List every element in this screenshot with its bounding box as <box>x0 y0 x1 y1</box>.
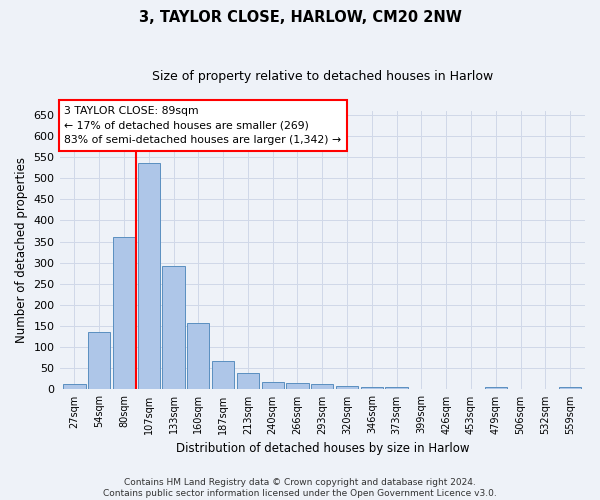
Bar <box>237 372 259 390</box>
Bar <box>88 332 110 390</box>
Bar <box>113 238 135 390</box>
Bar <box>212 360 234 390</box>
Y-axis label: Number of detached properties: Number of detached properties <box>15 157 28 343</box>
X-axis label: Distribution of detached houses by size in Harlow: Distribution of detached houses by size … <box>176 442 469 455</box>
Text: 3 TAYLOR CLOSE: 89sqm
← 17% of detached houses are smaller (269)
83% of semi-det: 3 TAYLOR CLOSE: 89sqm ← 17% of detached … <box>64 106 341 145</box>
Bar <box>559 388 581 390</box>
Bar <box>137 164 160 390</box>
Title: Size of property relative to detached houses in Harlow: Size of property relative to detached ho… <box>152 70 493 83</box>
Bar <box>187 322 209 390</box>
Bar <box>336 386 358 390</box>
Bar <box>485 388 507 390</box>
Bar <box>163 266 185 390</box>
Bar <box>385 388 408 390</box>
Bar <box>286 383 308 390</box>
Bar <box>63 384 86 390</box>
Text: Contains HM Land Registry data © Crown copyright and database right 2024.
Contai: Contains HM Land Registry data © Crown c… <box>103 478 497 498</box>
Bar <box>361 388 383 390</box>
Bar <box>262 382 284 390</box>
Bar <box>311 384 334 390</box>
Text: 3, TAYLOR CLOSE, HARLOW, CM20 2NW: 3, TAYLOR CLOSE, HARLOW, CM20 2NW <box>139 10 461 25</box>
